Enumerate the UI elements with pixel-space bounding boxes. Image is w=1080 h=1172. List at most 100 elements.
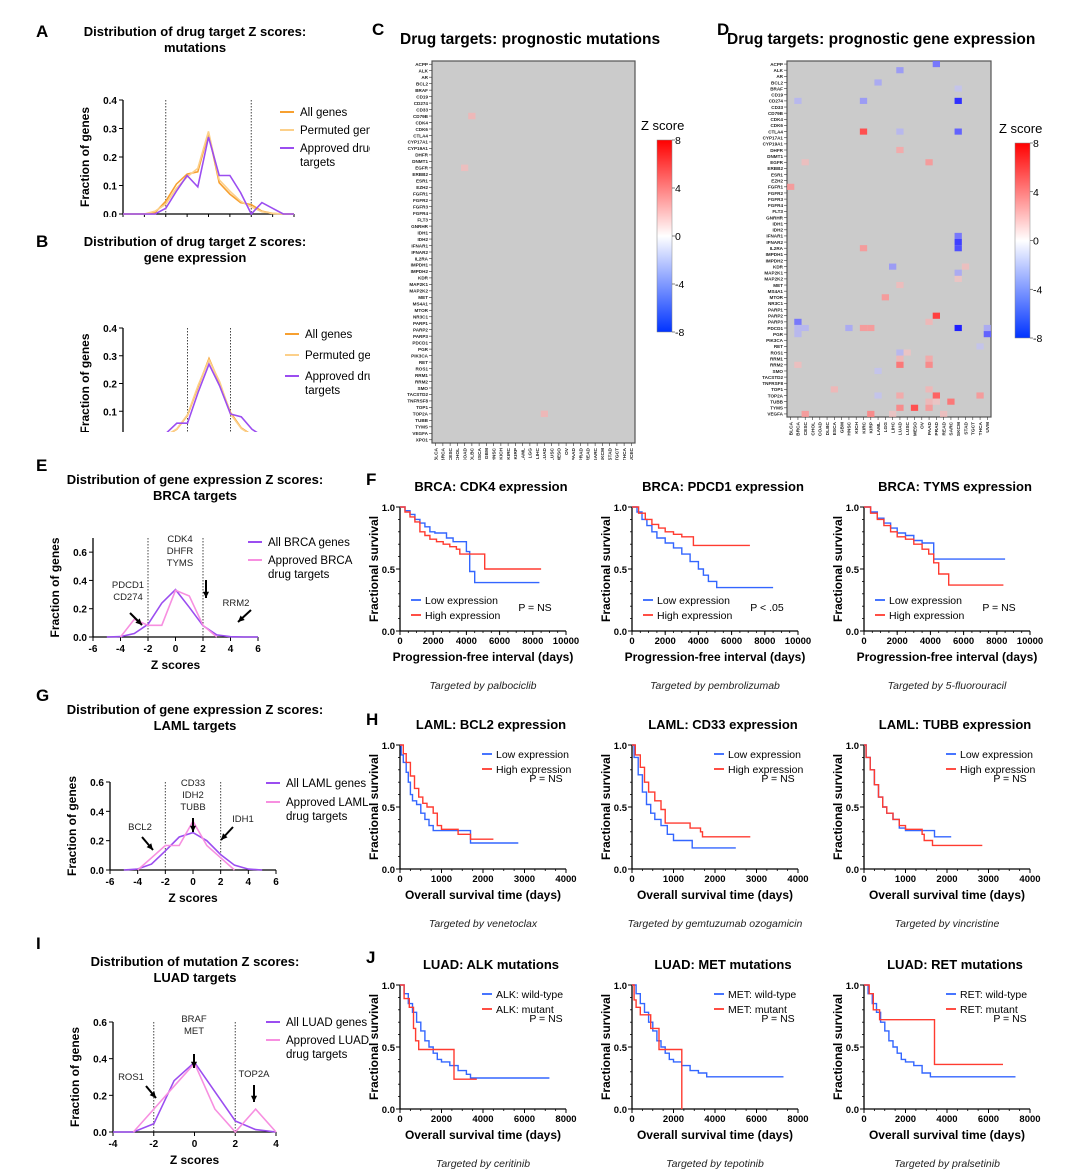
- heatmap-cell[interactable]: [794, 97, 802, 104]
- row-label: MAP2K1: [764, 271, 783, 276]
- heatmap-cell[interactable]: [896, 392, 904, 399]
- heatmap-cell[interactable]: [961, 263, 970, 270]
- arrow-head: [202, 591, 210, 598]
- heatmap-cell[interactable]: [896, 404, 904, 411]
- heatmap-cell[interactable]: [461, 164, 469, 172]
- row-label: CD274: [414, 101, 429, 106]
- heatmap-cell[interactable]: [983, 324, 991, 332]
- heatmap-cell[interactable]: [859, 324, 868, 332]
- heatmap-cell[interactable]: [889, 410, 897, 417]
- heatmap-cell[interactable]: [896, 146, 904, 154]
- heatmap-cell[interactable]: [954, 324, 962, 332]
- col-label: GBM: [839, 422, 845, 433]
- heatmap-cell[interactable]: [925, 159, 933, 166]
- legend-label: MET: mutant: [728, 1004, 787, 1016]
- heatmap-cell[interactable]: [925, 318, 933, 325]
- heatmap-cell[interactable]: [954, 245, 962, 252]
- p-value: P < .05: [750, 602, 784, 614]
- row-label: CDK6: [770, 123, 783, 128]
- heatmap-cell[interactable]: [932, 392, 940, 399]
- colorbar-tick-label: -4: [675, 279, 684, 291]
- heatmap-cell[interactable]: [983, 331, 991, 338]
- heatmap-cell[interactable]: [954, 128, 962, 135]
- heatmap-cell[interactable]: [896, 349, 904, 356]
- heatmap-cell[interactable]: [954, 97, 962, 104]
- heatmap-cell[interactable]: [889, 263, 897, 270]
- heatmap-cell[interactable]: [845, 324, 853, 332]
- col-label: CESC: [803, 421, 809, 435]
- heatmap-cell[interactable]: [903, 349, 911, 356]
- heatmap-cell[interactable]: [794, 324, 802, 332]
- heatmap-cell[interactable]: [925, 361, 933, 368]
- heatmap-cell[interactable]: [801, 324, 809, 332]
- row-label: FLT3: [772, 209, 783, 214]
- km-plot-j-1: LUAD: MET mutations 0.0 0.5 1.0 0 2000 4000 600…: [599, 957, 809, 1170]
- heatmap-cell[interactable]: [896, 355, 904, 362]
- heatmap-cell[interactable]: [947, 398, 955, 405]
- heatmap-cell[interactable]: [896, 128, 904, 135]
- heatmap-cell[interactable]: [787, 183, 795, 190]
- col-label: LIHC: [890, 421, 896, 433]
- heatmap-cell[interactable]: [830, 386, 838, 393]
- heatmap-cell[interactable]: [874, 367, 882, 375]
- col-label: HNSC: [847, 421, 853, 435]
- heatmap-cell[interactable]: [976, 343, 984, 350]
- y-tick-label: 1.0: [846, 981, 859, 992]
- heatmap-cell[interactable]: [932, 312, 940, 319]
- caption: Targeted by venetoclax: [429, 918, 538, 930]
- heatmap-cell[interactable]: [801, 159, 809, 166]
- p-value: P = NS: [761, 1013, 794, 1025]
- row-label: IFNAR1: [411, 243, 428, 248]
- heatmap-cell[interactable]: [896, 361, 904, 368]
- heatmap-cell[interactable]: [867, 410, 875, 417]
- heatmap-cell[interactable]: [801, 410, 809, 417]
- heatmap-cell[interactable]: [874, 79, 882, 86]
- row-label: EGFR: [770, 160, 783, 165]
- heatmap-cell[interactable]: [881, 294, 889, 301]
- heatmap-cell[interactable]: [468, 112, 476, 120]
- row-label: IL2RA: [770, 246, 784, 251]
- heatmap-cell[interactable]: [925, 404, 933, 411]
- survival-curve-1: [632, 984, 683, 1109]
- heatmap-cell[interactable]: [954, 239, 962, 246]
- row-label: NR3C1: [768, 301, 784, 306]
- heatmap-cell[interactable]: [954, 85, 962, 92]
- heatmap-cell[interactable]: [954, 269, 962, 276]
- col-label: LUSC: [905, 421, 911, 435]
- y-tick-label: 0.4: [93, 1055, 107, 1066]
- heatmap-cell[interactable]: [932, 398, 940, 405]
- col-label: SARC: [949, 421, 955, 435]
- row-label: BCL2: [416, 81, 428, 86]
- row-label: TUBB: [770, 399, 783, 404]
- row-label: CD274: [769, 99, 784, 104]
- heatmap-cell[interactable]: [925, 398, 933, 405]
- chart-title: LAML: BCL2 expression: [416, 717, 566, 732]
- y-tick-label: 0.0: [90, 866, 104, 877]
- heatmap-cell[interactable]: [794, 318, 802, 325]
- heatmap-cell[interactable]: [794, 361, 802, 368]
- heatmap-cell[interactable]: [794, 331, 802, 338]
- heatmap-cell[interactable]: [874, 392, 882, 399]
- x-tick-label: 6000: [978, 1114, 999, 1125]
- row-label: CYP17A1: [408, 140, 429, 145]
- row-label: FGFR2: [413, 198, 429, 203]
- row-label: XPO1: [416, 438, 429, 443]
- heatmap-cell[interactable]: [540, 410, 548, 418]
- heatmap-cell[interactable]: [932, 61, 940, 68]
- heatmap-cell[interactable]: [859, 97, 868, 104]
- heatmap-cell[interactable]: [910, 404, 919, 411]
- heatmap-cell[interactable]: [940, 410, 948, 417]
- heatmap-cell[interactable]: [867, 324, 875, 332]
- heatmap-cell[interactable]: [954, 232, 962, 239]
- heatmap-cell[interactable]: [859, 128, 868, 135]
- y-axis-label: Fractional survival: [367, 754, 381, 860]
- heatmap-cell[interactable]: [859, 245, 868, 252]
- heatmap-cell[interactable]: [925, 355, 933, 362]
- heatmap-cell[interactable]: [925, 386, 933, 393]
- heatmap-cell[interactable]: [896, 281, 904, 289]
- annotation-text: BCL2: [128, 822, 152, 833]
- heatmap-cell[interactable]: [954, 275, 962, 282]
- row-label: ACPP: [415, 62, 428, 67]
- heatmap-cell[interactable]: [896, 67, 904, 74]
- heatmap-cell[interactable]: [976, 392, 984, 399]
